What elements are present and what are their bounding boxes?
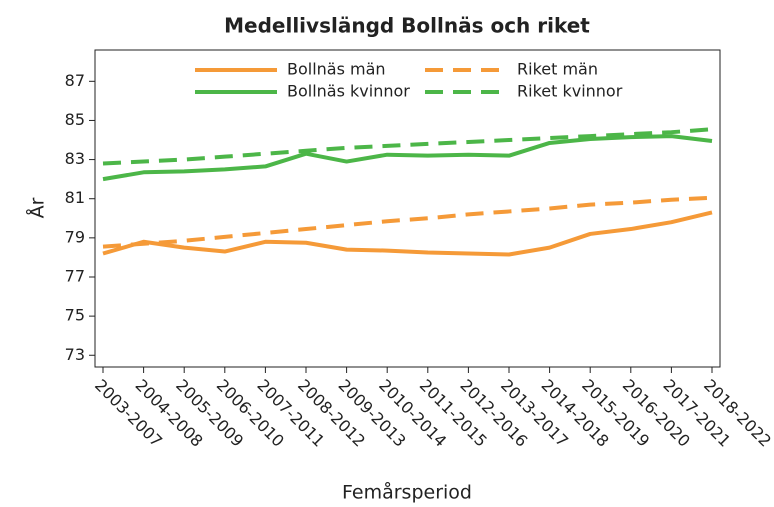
line-series bbox=[102, 127, 713, 166]
legend-label: Bollnäs män bbox=[287, 60, 386, 79]
y-tick-label: 83 bbox=[65, 149, 85, 168]
y-axis-label: År bbox=[26, 197, 49, 218]
y-tick-label: 73 bbox=[65, 345, 85, 364]
legend-label: Bollnäs kvinnor bbox=[287, 82, 410, 101]
y-tick-label: 75 bbox=[65, 306, 85, 325]
line-series bbox=[102, 210, 713, 257]
legend-label: Riket kvinnor bbox=[517, 82, 623, 101]
line-series bbox=[102, 134, 713, 182]
x-axis-label: Femårsperiod bbox=[342, 481, 472, 504]
legend-label: Riket män bbox=[517, 60, 598, 79]
y-tick-label: 81 bbox=[65, 188, 85, 207]
y-tick-label: 87 bbox=[65, 71, 85, 90]
plot-frame bbox=[94, 49, 721, 368]
y-tick-label: 85 bbox=[65, 110, 85, 129]
chart-title: Medellivslängd Bollnäs och riket bbox=[224, 14, 590, 38]
y-tick-label: 79 bbox=[65, 227, 85, 246]
line-series bbox=[102, 195, 713, 249]
y-tick-label: 77 bbox=[65, 266, 85, 285]
